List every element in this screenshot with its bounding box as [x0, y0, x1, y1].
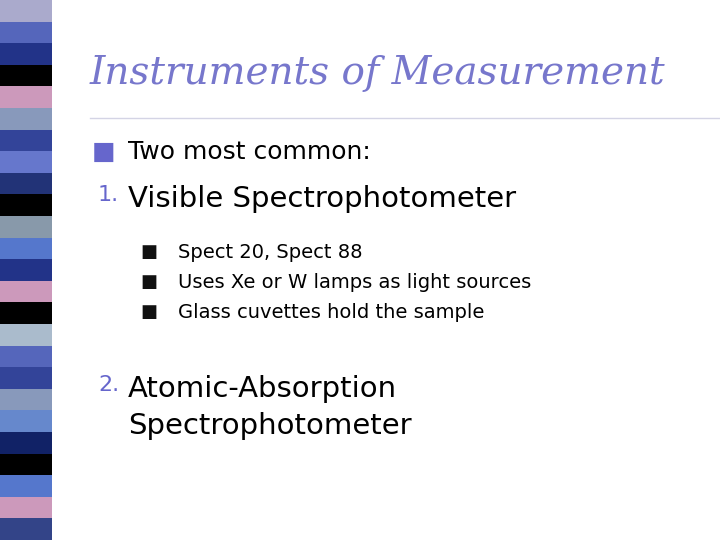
- Bar: [0, 410, 52, 432]
- Bar: [0, 238, 52, 259]
- Bar: [0, 194, 52, 216]
- Bar: [0, 216, 52, 238]
- Text: Instruments of Measurement: Instruments of Measurement: [90, 55, 665, 92]
- Text: Atomic-Absorption
Spectrophotometer: Atomic-Absorption Spectrophotometer: [128, 375, 412, 440]
- Bar: [0, 151, 52, 173]
- Bar: [0, 346, 52, 367]
- Bar: [0, 86, 52, 108]
- Text: Glass cuvettes hold the sample: Glass cuvettes hold the sample: [178, 303, 485, 322]
- Bar: [0, 130, 52, 151]
- Text: Two most common:: Two most common:: [128, 140, 371, 164]
- Bar: [0, 475, 52, 497]
- Text: 2.: 2.: [98, 375, 119, 395]
- Bar: [0, 497, 52, 518]
- Bar: [0, 22, 52, 43]
- Bar: [0, 454, 52, 475]
- Bar: [0, 65, 52, 86]
- Bar: [0, 432, 52, 454]
- Bar: [0, 389, 52, 410]
- Bar: [0, 43, 52, 65]
- Text: ■: ■: [140, 273, 157, 291]
- Text: Visible Spectrophotometer: Visible Spectrophotometer: [128, 185, 516, 213]
- Bar: [0, 173, 52, 194]
- Bar: [0, 108, 52, 130]
- Text: 1.: 1.: [98, 185, 119, 205]
- Text: Spect 20, Spect 88: Spect 20, Spect 88: [178, 243, 362, 262]
- Bar: [0, 518, 52, 540]
- Bar: [0, 324, 52, 346]
- Bar: [0, 0, 52, 22]
- Bar: [0, 281, 52, 302]
- Bar: [0, 259, 52, 281]
- Text: ■: ■: [92, 140, 116, 164]
- Text: ■: ■: [140, 303, 157, 321]
- Bar: [0, 367, 52, 389]
- Text: Uses Xe or W lamps as light sources: Uses Xe or W lamps as light sources: [178, 273, 531, 292]
- Bar: [0, 302, 52, 324]
- Text: ■: ■: [140, 243, 157, 261]
